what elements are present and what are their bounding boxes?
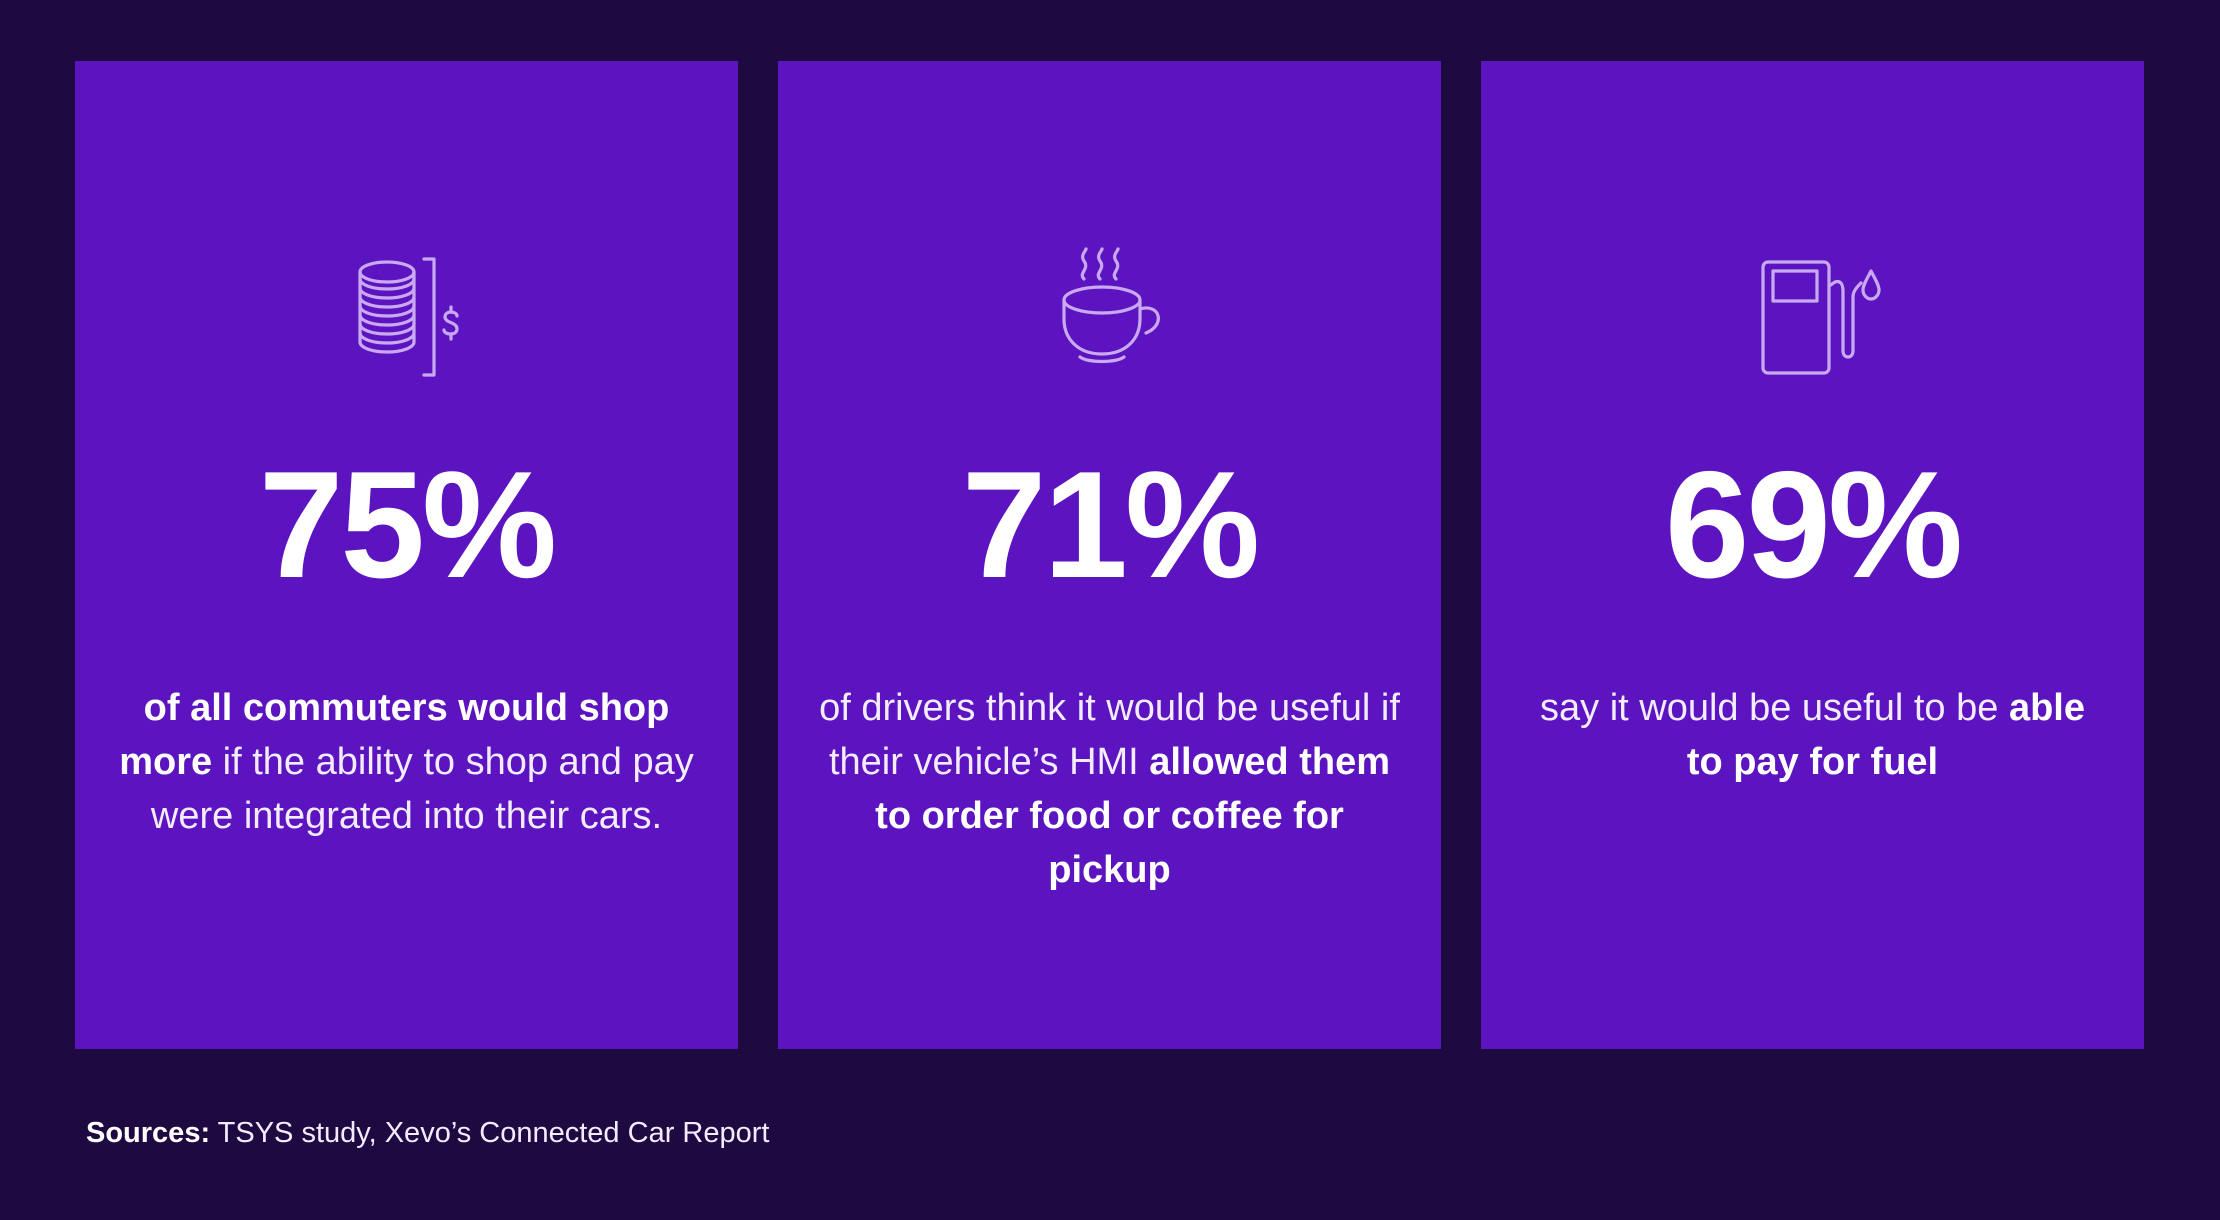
sources-label: Sources: (86, 1117, 211, 1149)
stat-value: 71% (961, 440, 1260, 610)
coffee-cup-icon (1020, 191, 1200, 391)
sources-text: TSYS study, Xevo’s Connected Car Report (210, 1117, 770, 1149)
stat-card-drivers: 71% of drivers think it would be useful … (778, 61, 1441, 1049)
description-bold-text: allowed them to order food or coffee for… (875, 741, 1390, 891)
description-text: of drivers think it would be useful if t… (819, 687, 1400, 783)
description-text: say it would be useful to be (1540, 687, 2009, 729)
stat-card-fuel: 69% say it would be useful to be able to… (1481, 61, 2144, 1049)
stat-description: say it would be useful to be able to pay… (1521, 681, 2104, 789)
stat-card-commuters: 75% of all commuters would shop more if … (75, 61, 738, 1049)
stat-description: of drivers think it would be useful if t… (818, 681, 1401, 897)
description-bold-text: of all commuters would shop more (119, 687, 670, 783)
sources-footnote: Sources: TSYS study, Xevo’s Connected Ca… (86, 1115, 769, 1151)
fuel-pump-icon (1723, 191, 1903, 391)
description-text: if the ability to shop and pay were inte… (150, 741, 694, 837)
stat-description: of all commuters would shop more if the … (115, 681, 698, 843)
stat-value: 69% (1664, 440, 1963, 610)
description-bold-text: able to pay for fuel (1686, 687, 2085, 783)
stat-value: 75% (258, 440, 557, 610)
coins-stack-dollar-icon (317, 191, 497, 391)
